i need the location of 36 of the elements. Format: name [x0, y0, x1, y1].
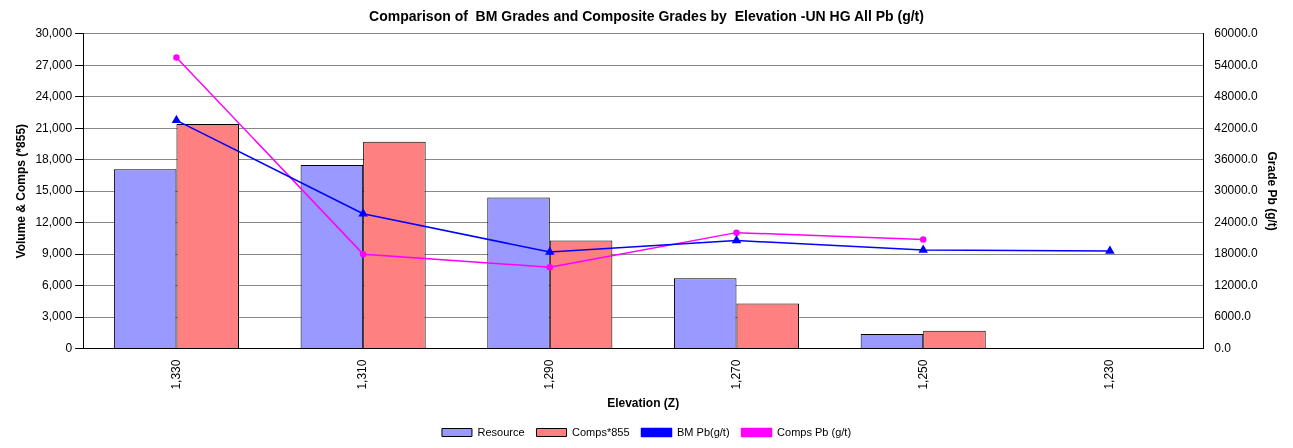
y-tick-label: 27,000 [35, 57, 73, 72]
y2-tick-label: 42000.0 [1214, 120, 1258, 135]
y-axis-title: Volume & Comps (*855) [13, 123, 28, 259]
y-tick-label: 12,000 [35, 214, 73, 229]
x-tick-label: 1,310 [355, 359, 370, 390]
y2-tick-label: 24000.0 [1214, 214, 1258, 229]
y2-tick-label: 54000.0 [1214, 57, 1258, 72]
y-tick-label: 0 [65, 340, 73, 355]
chart-title: Comparison of BM Grades and Composite Grades by Elevation -UN HG All Pb (g/t) [369, 8, 924, 25]
y-tick-label: 15,000 [35, 183, 73, 198]
y2-tick-label: 6000.0 [1214, 309, 1252, 324]
y2-tick-label: 12000.0 [1214, 277, 1258, 292]
y-tick-label: 6,000 [42, 277, 73, 292]
x-tick-label: 1,270 [728, 359, 743, 390]
y2-tick-label: 36000.0 [1214, 152, 1258, 167]
y2-tick-label: 18000.0 [1214, 246, 1258, 261]
y-tick-label: 24,000 [35, 89, 73, 104]
y-tick-label: 21,000 [35, 120, 73, 135]
y2-tick-label: 30000.0 [1214, 183, 1258, 198]
y-tick-label: 30,000 [35, 26, 73, 41]
legend-label: Comps Pb (g/t) [777, 425, 852, 438]
legend-label: Comps*855 [572, 425, 630, 438]
x-tick-label: 1,290 [542, 359, 557, 390]
y2-tick-label: 60000.0 [1214, 26, 1258, 41]
legend-label: Resource [477, 425, 525, 438]
x-tick-label: 1,330 [168, 359, 183, 390]
x-tick-label: 1,250 [915, 359, 930, 390]
x-tick-label: 1,230 [1102, 359, 1117, 390]
y-tick-label: 9,000 [42, 246, 73, 261]
x-axis-title: Elevation (Z) [607, 396, 680, 411]
y2-tick-label: 48000.0 [1214, 89, 1258, 104]
y-tick-label: 18,000 [35, 152, 73, 167]
legend-label: BM Pb(g/t) [677, 425, 730, 438]
y2-tick-label: 0.0 [1214, 340, 1232, 355]
y-tick-label: 3,000 [42, 309, 73, 324]
y2-axis-title: Grade Pb (g/t) [1265, 151, 1280, 231]
